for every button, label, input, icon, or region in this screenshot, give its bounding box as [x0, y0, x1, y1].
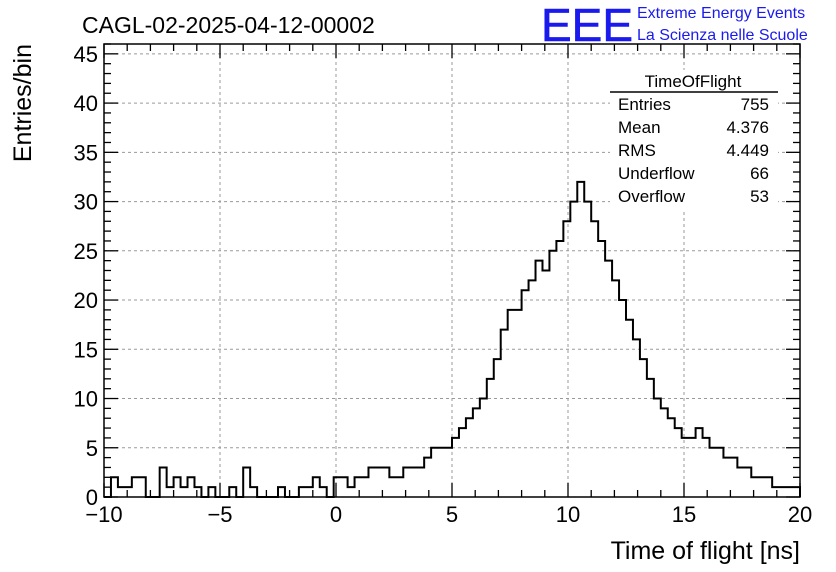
eee-logo-text: EEE [541, 0, 633, 51]
eee-line-2: La Scienza nelle Scuole [637, 27, 808, 44]
y-axis-label: Entries/bin [9, 44, 37, 162]
y-tick-label: 40 [74, 91, 98, 116]
stats-value-overflow: 53 [750, 187, 769, 206]
x-tick-label: 0 [330, 502, 342, 527]
eee-logo: EEE Extreme Energy Events La Scienza nel… [541, 0, 808, 51]
stats-box-background [610, 70, 778, 212]
y-tick-label: 30 [74, 190, 98, 215]
stats-value-rms: 4.449 [726, 141, 769, 160]
y-tick-label: 35 [74, 140, 98, 165]
stats-box: TimeOfFlight Entries 755 Mean 4.376 RMS … [610, 70, 778, 212]
x-tick-label: 10 [556, 502, 580, 527]
stats-title: TimeOfFlight [645, 72, 742, 91]
y-tick-label: 5 [86, 436, 98, 461]
y-tick-label: 45 [74, 42, 98, 67]
stats-label-rms: RMS [618, 141, 656, 160]
stats-label-underflow: Underflow [618, 164, 695, 183]
histogram-outline [104, 180, 801, 498]
chart-title: CAGL-02-2025-04-12-00002 [82, 12, 375, 38]
x-tick-labels: −10 −5 0 5 10 15 20 [85, 502, 812, 527]
stats-label-overflow: Overflow [618, 187, 686, 206]
x-tick-label: 20 [788, 502, 812, 527]
x-tick-label: 5 [446, 502, 458, 527]
y-tick-label: 25 [74, 239, 98, 264]
y-tick-label: 20 [74, 288, 98, 313]
axis-ticks [103, 43, 801, 498]
eee-line-1: Extreme Energy Events [637, 5, 805, 22]
y-tick-labels: 0 5 10 15 20 25 30 35 40 45 [74, 42, 98, 510]
x-tick-label: 15 [672, 502, 696, 527]
x-tick-label: −10 [85, 502, 122, 527]
y-tick-label: 0 [86, 485, 98, 510]
stats-value-entries: 755 [741, 95, 769, 114]
stats-label-entries: Entries [618, 95, 671, 114]
stats-label-mean: Mean [618, 118, 661, 137]
stats-value-mean: 4.376 [726, 118, 769, 137]
y-tick-label: 10 [74, 387, 98, 412]
stats-value-underflow: 66 [750, 164, 769, 183]
x-tick-label: −5 [207, 502, 232, 527]
x-axis-label: Time of flight [ns] [611, 537, 800, 565]
y-tick-label: 15 [74, 337, 98, 362]
